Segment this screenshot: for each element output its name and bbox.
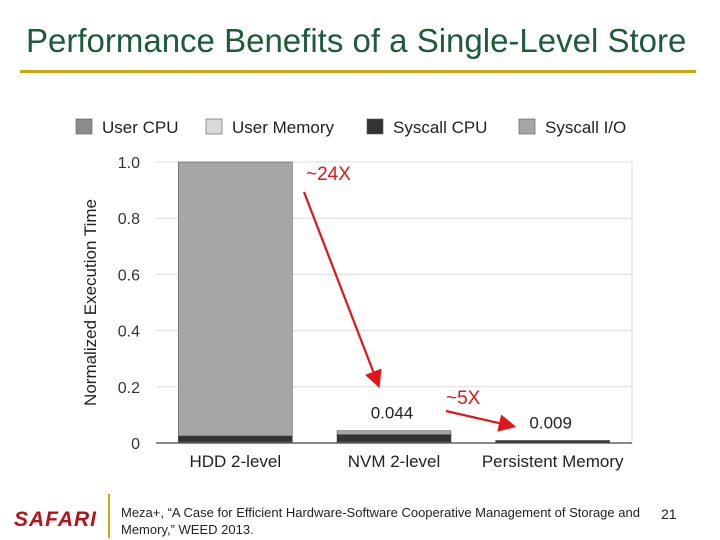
legend-swatch-2 xyxy=(366,118,384,135)
footer-divider xyxy=(108,494,110,538)
bar-2-2 xyxy=(495,440,610,443)
slide-title: Performance Benefits of a Single-Level S… xyxy=(26,22,687,59)
ytick-label-4: 0.8 xyxy=(118,211,140,228)
annotation-5x: ~5X xyxy=(446,388,481,409)
legend-label-2: Syscall CPU xyxy=(393,118,487,137)
xtick-label-0: HDD 2-level xyxy=(190,452,282,471)
bar-1-2 xyxy=(336,434,452,442)
chart-annotations: ~24X ~5X xyxy=(302,164,517,432)
legend-swatch-1 xyxy=(205,118,223,135)
bar-0-2 xyxy=(178,435,293,442)
bar-1-3 xyxy=(336,430,452,435)
chart-axes: 0 0.2 0.4 0.6 0.8 1.0 Normalized Execution Tim… xyxy=(81,155,632,471)
chart-labels: 0.044 0.009 xyxy=(371,404,572,433)
ytick-label-0: 0 xyxy=(131,436,140,453)
ytick-label-5: 1.0 xyxy=(118,155,140,172)
ytick-label-1: 0.2 xyxy=(118,380,140,397)
data-label-1: 0.009 xyxy=(529,413,572,432)
data-label-0: 0.044 xyxy=(371,404,414,423)
xtick-label-1: NVM 2-level xyxy=(348,452,441,471)
legend-swatch-3 xyxy=(518,118,536,135)
legend-swatch-0 xyxy=(75,118,93,135)
safari-logo: SAFARI xyxy=(14,508,98,531)
ytick-label-3: 0.6 xyxy=(118,267,140,284)
xtick-label-2: Persistent Memory xyxy=(482,452,624,471)
arrow-24x xyxy=(302,191,382,389)
title-divider xyxy=(20,70,696,73)
chart-bars xyxy=(178,161,610,444)
arrow-5x xyxy=(445,409,517,432)
legend-label-0: User CPU xyxy=(102,118,179,137)
annotation-24x: ~24X xyxy=(306,164,351,185)
chart-legend: User CPU User Memory Syscall CPU Syscall I/… xyxy=(75,118,626,137)
y-axis-label: Normalized Execution Time xyxy=(81,199,100,406)
legend-label-3: Syscall I/O xyxy=(545,118,626,137)
page-number: 21 xyxy=(661,506,677,522)
citation: Meza+, “A Case for Efficient Hardware-So… xyxy=(121,505,640,537)
legend-label-1: User Memory xyxy=(232,118,335,137)
bar-0-3 xyxy=(178,161,293,437)
ytick-label-2: 0.4 xyxy=(118,324,140,341)
